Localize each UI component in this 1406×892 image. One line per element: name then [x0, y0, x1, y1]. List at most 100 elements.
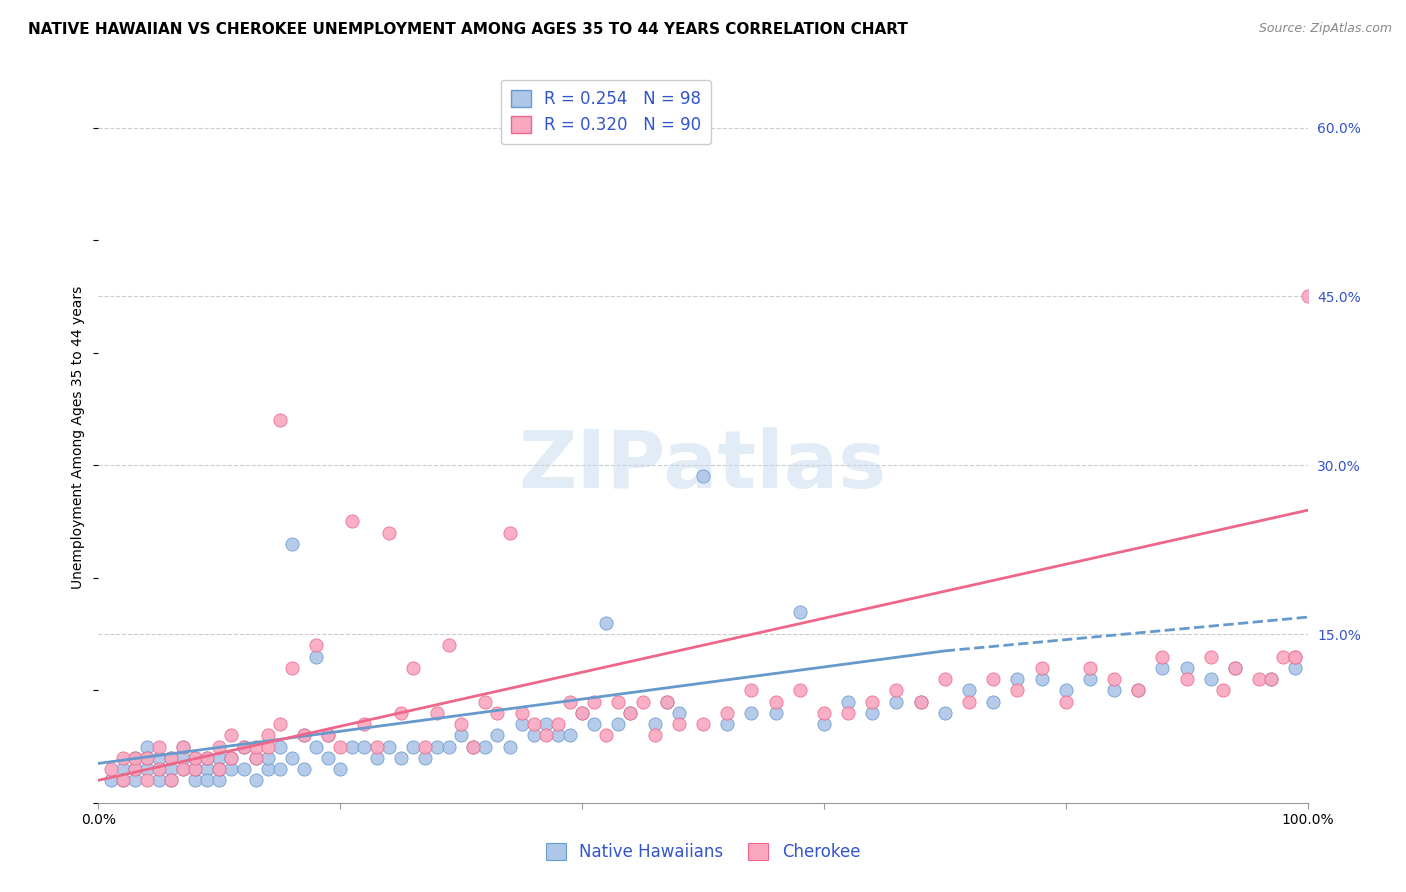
- Point: [221, 751, 243, 765]
- Point: [221, 728, 243, 742]
- Point: [886, 694, 908, 708]
- Point: [789, 683, 811, 698]
- Point: [886, 683, 908, 698]
- Point: [1031, 661, 1053, 675]
- Point: [692, 717, 714, 731]
- Point: [558, 728, 581, 742]
- Point: [1284, 661, 1306, 675]
- Point: [195, 751, 218, 765]
- Point: [208, 751, 231, 765]
- Point: [148, 773, 170, 788]
- Point: [232, 739, 254, 754]
- Point: [510, 706, 533, 720]
- Point: [837, 694, 859, 708]
- Point: [184, 762, 207, 776]
- Point: [256, 762, 278, 776]
- Point: [269, 739, 291, 754]
- Point: [292, 762, 315, 776]
- Point: [1054, 694, 1077, 708]
- Point: [342, 739, 364, 754]
- Point: [377, 739, 399, 754]
- Point: [305, 638, 328, 652]
- Point: [148, 762, 170, 776]
- Point: [595, 615, 617, 630]
- Point: [1296, 289, 1319, 303]
- Point: [571, 706, 593, 720]
- Point: [607, 717, 630, 731]
- Point: [716, 717, 738, 731]
- Point: [353, 717, 375, 731]
- Point: [172, 739, 194, 754]
- Point: [100, 762, 122, 776]
- Point: [342, 515, 364, 529]
- Point: [281, 537, 304, 551]
- Point: [256, 751, 278, 765]
- Point: [765, 706, 787, 720]
- Point: [692, 469, 714, 483]
- Point: [172, 739, 194, 754]
- Point: [305, 739, 328, 754]
- Point: [1054, 683, 1077, 698]
- Point: [1128, 683, 1150, 698]
- Point: [316, 751, 339, 765]
- Point: [1152, 661, 1174, 675]
- Point: [498, 525, 520, 540]
- Point: [124, 751, 146, 765]
- Legend: Native Hawaiians, Cherokee: Native Hawaiians, Cherokee: [538, 836, 868, 868]
- Point: [269, 717, 291, 731]
- Point: [245, 751, 267, 765]
- Point: [124, 762, 146, 776]
- Point: [510, 717, 533, 731]
- Point: [934, 706, 956, 720]
- Point: [523, 717, 546, 731]
- Point: [426, 739, 449, 754]
- Point: [486, 728, 509, 742]
- Point: [111, 751, 134, 765]
- Point: [571, 706, 593, 720]
- Point: [148, 762, 170, 776]
- Point: [208, 773, 231, 788]
- Point: [860, 694, 883, 708]
- Point: [184, 751, 207, 765]
- Point: [208, 739, 231, 754]
- Point: [1031, 672, 1053, 686]
- Point: [740, 706, 762, 720]
- Point: [934, 672, 956, 686]
- Point: [789, 605, 811, 619]
- Point: [1249, 672, 1271, 686]
- Point: [474, 739, 496, 754]
- Point: [377, 525, 399, 540]
- Point: [148, 751, 170, 765]
- Point: [1152, 649, 1174, 664]
- Point: [981, 672, 1004, 686]
- Point: [910, 694, 932, 708]
- Point: [135, 751, 157, 765]
- Point: [595, 728, 617, 742]
- Point: [245, 739, 267, 754]
- Point: [245, 773, 267, 788]
- Point: [655, 694, 678, 708]
- Point: [523, 728, 546, 742]
- Point: [232, 739, 254, 754]
- Point: [463, 739, 485, 754]
- Point: [124, 762, 146, 776]
- Point: [221, 751, 243, 765]
- Point: [292, 728, 315, 742]
- Point: [124, 751, 146, 765]
- Point: [619, 706, 641, 720]
- Point: [389, 751, 412, 765]
- Point: [281, 751, 304, 765]
- Point: [1007, 672, 1029, 686]
- Point: [765, 694, 787, 708]
- Point: [1223, 661, 1246, 675]
- Point: [1260, 672, 1282, 686]
- Point: [1102, 672, 1125, 686]
- Point: [1175, 672, 1198, 686]
- Point: [172, 762, 194, 776]
- Point: [281, 661, 304, 675]
- Point: [184, 762, 207, 776]
- Point: [316, 728, 339, 742]
- Point: [1223, 661, 1246, 675]
- Point: [135, 773, 157, 788]
- Point: [305, 649, 328, 664]
